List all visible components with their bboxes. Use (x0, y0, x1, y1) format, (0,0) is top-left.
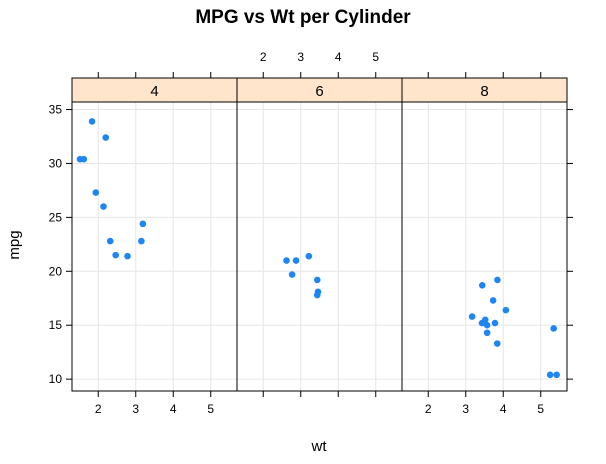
data-point (483, 329, 491, 337)
data-point (550, 325, 557, 332)
data-point (292, 257, 300, 264)
y-tick-label: 15 (49, 318, 63, 332)
data-point (88, 118, 96, 125)
data-point (76, 155, 84, 163)
x-tick-label: 3 (297, 50, 304, 64)
x-tick-label: 2 (95, 402, 102, 416)
data-point (493, 340, 501, 347)
x-tick-label: 2 (260, 50, 267, 64)
data-point (106, 237, 114, 245)
data-point (283, 257, 290, 264)
strip-label-4: 4 (150, 83, 158, 100)
y-tick-label: 20 (49, 264, 63, 278)
panel-border-6 (236, 101, 403, 392)
strip-label-8: 8 (480, 83, 488, 100)
data-point (139, 220, 147, 228)
data-point (478, 282, 486, 289)
data-point (468, 313, 476, 320)
data-point (553, 371, 560, 379)
data-point (546, 371, 554, 379)
panel-border-8 (401, 101, 568, 392)
panels-group: 4 2 3 4 5 6 2 3 4 5 8 2 3 4 5 10 15 20 25 30 35 (49, 50, 573, 416)
x-axis-label: wt (311, 438, 328, 455)
data-point (305, 252, 313, 260)
data-point (491, 319, 499, 327)
data-point (478, 319, 486, 327)
x-tick-label: 4 (335, 50, 342, 64)
data-point (112, 251, 119, 259)
data-point (102, 134, 110, 141)
y-axis-label: mpg (6, 230, 23, 259)
panel-border-4 (71, 101, 238, 392)
data-point (313, 276, 321, 284)
chart-title: MPG vs Wt per Cylinder (195, 7, 411, 28)
data-point (483, 321, 491, 329)
x-tick-label: 5 (207, 402, 214, 416)
data-point (92, 189, 100, 196)
data-point (502, 306, 510, 314)
data-point (313, 291, 321, 299)
y-tick-label: 30 (49, 156, 63, 170)
data-point (124, 252, 131, 260)
y-tick-label: 35 (49, 103, 63, 117)
x-tick-label: 3 (462, 402, 469, 416)
y-tick-label: 25 (49, 210, 63, 224)
x-tick-label: 2 (425, 402, 432, 416)
x-tick-label: 3 (132, 402, 139, 416)
strip-label-6: 6 (315, 83, 323, 100)
data-point (138, 237, 145, 245)
data-point (494, 276, 501, 284)
y-tick-label: 10 (49, 372, 63, 386)
data-point (100, 203, 107, 210)
strip-6 (236, 77, 403, 103)
data-point (288, 271, 296, 278)
strip-8 (401, 77, 568, 103)
x-tick-label: 4 (500, 402, 507, 416)
x-tick-label: 5 (537, 402, 544, 416)
data-point (489, 297, 497, 304)
x-tick-label: 5 (372, 50, 379, 64)
x-tick-label: 4 (170, 402, 177, 416)
